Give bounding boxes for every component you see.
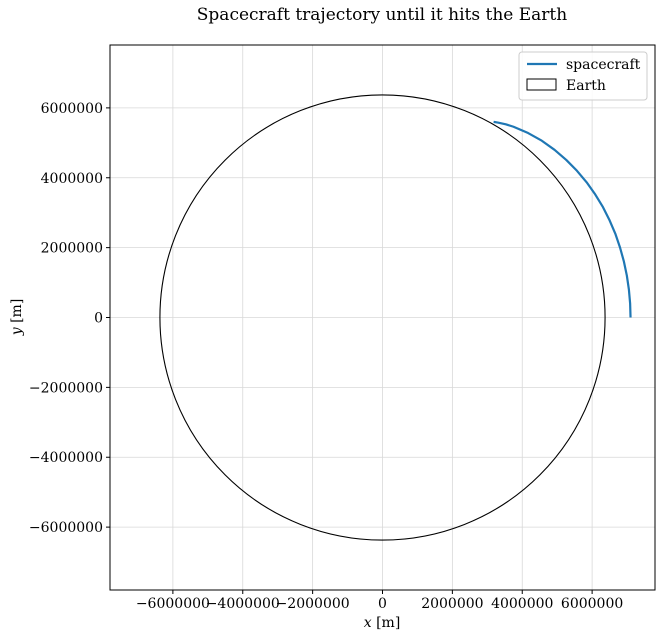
x-axis-label: x [m] [364, 615, 401, 631]
earth-circle [159, 94, 606, 541]
y-axis-label: y [m] [9, 299, 25, 337]
chart-title: Spacecraft trajectory until it hits the … [197, 5, 567, 25]
y-tick-label: 4000000 [41, 171, 103, 187]
y-tick-label: −2000000 [29, 380, 103, 396]
y-tick-label: −6000000 [29, 520, 103, 536]
legend-spacecraft-label: spacecraft [566, 57, 641, 73]
x-tick-label: −2000000 [276, 596, 350, 612]
x-tick-label: 4000000 [491, 596, 553, 612]
x-tick-label: 0 [378, 596, 387, 612]
x-tick-label: −6000000 [136, 596, 210, 612]
y-tick-label: 6000000 [41, 101, 103, 117]
spacecraft-trajectory-line [493, 120, 632, 318]
x-tick-label: 2000000 [421, 596, 483, 612]
x-tick-label: 6000000 [561, 596, 623, 612]
x-axis-label-unit: [m] [376, 615, 400, 631]
y-axis-ticks: −6000000 −4000000 −2000000 0 2000000 4000000 6… [29, 101, 110, 536]
legend-earth-swatch [526, 78, 557, 91]
y-tick-label: −4000000 [29, 450, 103, 466]
legend: spacecraft Earth [518, 51, 648, 101]
x-tick-label: −4000000 [206, 596, 280, 612]
y-tick-label: 2000000 [41, 241, 103, 257]
plot-area [159, 94, 632, 541]
y-axis-label-var: y [9, 326, 25, 336]
legend-earth-label: Earth [566, 78, 606, 94]
y-tick-label: 0 [94, 311, 103, 327]
y-axis-label-unit: [m] [9, 299, 25, 323]
x-axis-label-var: x [364, 615, 372, 631]
x-axis-ticks: −6000000−4000000−2000000 0 2000000 4000000 6… [136, 590, 623, 612]
grid-lines [110, 45, 655, 590]
